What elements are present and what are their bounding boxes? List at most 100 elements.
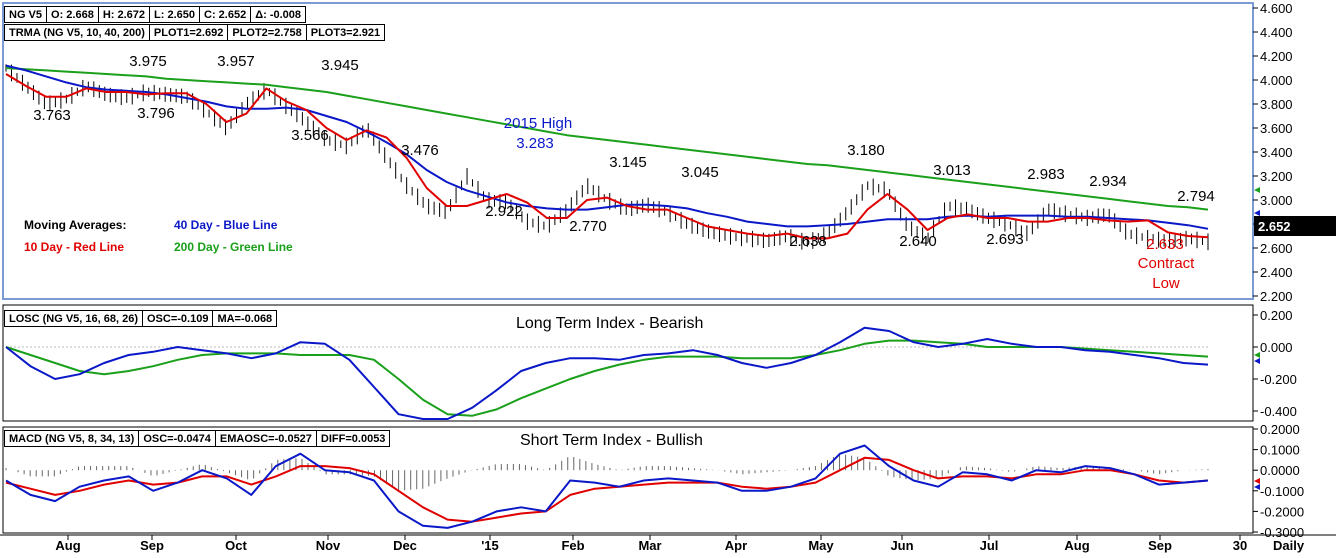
x-tick-label: Nov — [316, 538, 341, 553]
x-tick-label: Dec — [393, 538, 417, 553]
price-annotation: 2.934 — [1089, 173, 1127, 190]
red-marker-icon — [1254, 478, 1260, 484]
y-tick-label: 2.400 — [1260, 265, 1293, 280]
ma10-line — [5, 73, 1209, 240]
blue-marker-icon — [1254, 210, 1260, 216]
price-annotation: 2.922 — [485, 203, 523, 220]
y-tick-label: -0.3000 — [1260, 525, 1304, 540]
y-tick-label: 0.000 — [1260, 340, 1293, 355]
y-tick-label: 4.200 — [1260, 49, 1293, 64]
macd-emaosc-value: EMAOSC=-0.0527 — [214, 430, 317, 447]
trma-header: TRMA (NG V5, 10, 40, 200) PLOT1=2.692 PL… — [4, 24, 386, 41]
legend-blue: 40 Day - Blue Line — [174, 218, 278, 232]
blue-marker-icon — [1254, 484, 1260, 490]
x-tick-label: Aug — [1064, 538, 1089, 553]
price-annotation: 3.476 — [401, 142, 439, 159]
macd-header: MACD (NG V5, 8, 34, 13) OSC=-0.0474 EMAO… — [4, 430, 391, 447]
y-tick-label: 0.2000 — [1260, 422, 1300, 437]
losc-ma-value: MA=-0.068 — [212, 310, 278, 327]
price-header: NG V5 O: 2.668 H: 2.672 L: 2.650 C: 2.65… — [4, 6, 307, 23]
losc-osc-value: OSC=-0.109 — [142, 310, 214, 327]
y-tick-label: 3.800 — [1260, 97, 1293, 112]
y-tick-label: 3.200 — [1260, 169, 1293, 184]
y-tick-label: 0.1000 — [1260, 443, 1300, 458]
x-tick-label: Jul — [980, 538, 999, 553]
price-annotation: Contract — [1138, 255, 1196, 272]
price-annotation: Low — [1152, 275, 1180, 292]
y-tick-label: 0.0000 — [1260, 463, 1300, 478]
high-value: H: 2.672 — [97, 6, 151, 23]
price-annotation: 2.770 — [569, 218, 607, 235]
price-annotation: 3.180 — [847, 142, 885, 159]
y-tick-label: -0.2000 — [1260, 504, 1304, 519]
price-annotation: 2.693 — [986, 231, 1024, 248]
price-annotation: 3.763 — [33, 107, 71, 124]
y-tick-label: -0.200 — [1260, 372, 1297, 387]
price-annotation: 3.796 — [137, 105, 175, 122]
ma200-line — [5, 67, 1209, 211]
y-tick-label: 4.000 — [1260, 73, 1293, 88]
y-tick-label: 2.200 — [1260, 289, 1293, 304]
price-annotation: 2.640 — [899, 233, 937, 250]
price-annotation: 3.566 — [291, 127, 329, 144]
plot1-value: PLOT1=2.692 — [148, 24, 229, 41]
losc-osc-line — [5, 326, 1209, 420]
green-marker-icon — [1254, 187, 1260, 193]
x-tick-label: May — [808, 538, 834, 553]
panel-frame-0 — [2, 2, 1254, 300]
macd-osc-value: OSC=-0.0474 — [138, 430, 216, 447]
legend-title: Moving Averages: — [24, 218, 127, 232]
y-tick-label: 3.000 — [1260, 193, 1293, 208]
open-value: O: 2.668 — [46, 6, 99, 23]
price-annotation: 2.633 — [1146, 236, 1184, 253]
plot3-value: PLOT3=2.921 — [305, 24, 386, 41]
price-annotation: 3.975 — [129, 53, 167, 70]
change-value: Δ: -0.008 — [250, 6, 307, 23]
losc-header: LOSC (NG V5, 16, 68, 26) OSC=-0.109 MA=-… — [4, 310, 278, 327]
price-annotation: 3.957 — [217, 53, 255, 70]
x-tick-label: Aug — [55, 538, 80, 553]
x-tick-label: Apr — [725, 538, 747, 553]
legend-green: 200 Day - Green Line — [174, 240, 293, 254]
y-tick-label: 3.400 — [1260, 145, 1293, 160]
price-annotation: 2.794 — [1177, 188, 1215, 205]
x-tick-label: Oct — [225, 538, 247, 553]
x-tick-label: Sep — [1148, 538, 1172, 553]
y-tick-label: 4.600 — [1260, 1, 1293, 16]
losc-ma-line — [5, 339, 1209, 417]
price-annotation: 3.283 — [516, 135, 554, 152]
macd-line — [5, 444, 1209, 529]
trma-study-label: TRMA (NG V5, 10, 40, 200) — [4, 24, 150, 41]
price-annotation: 3.145 — [609, 154, 647, 171]
close-value: C: 2.652 — [199, 6, 252, 23]
plot2-value: PLOT2=2.758 — [227, 24, 307, 41]
y-tick-label: -0.1000 — [1260, 484, 1304, 499]
x-tick-label: Daily — [1273, 538, 1305, 553]
last-price-box — [1254, 216, 1336, 236]
y-tick-label: 2.600 — [1260, 241, 1293, 256]
losc-study-label: LOSC (NG V5, 16, 68, 26) — [4, 310, 143, 327]
y-tick-label: 4.400 — [1260, 25, 1293, 40]
y-tick-label: -0.400 — [1260, 404, 1297, 419]
x-tick-label: '15 — [481, 538, 499, 553]
x-tick-label: Sep — [140, 538, 164, 553]
macd-ema-line — [5, 456, 1209, 523]
x-tick-label: Mar — [638, 538, 661, 553]
macd-study-label: MACD (NG V5, 8, 34, 13) — [4, 430, 140, 447]
ma40-line — [5, 64, 1209, 230]
x-tick-label: Feb — [561, 538, 584, 553]
price-annotation: 2.983 — [1027, 166, 1065, 183]
price-annotation: 2015 High — [504, 115, 572, 132]
macd-title: Short Term Index - Bullish — [520, 432, 703, 449]
symbol-label: NG V5 — [4, 6, 48, 23]
y-tick-label: 0.200 — [1260, 308, 1293, 323]
losc-title: Long Term Index - Bearish — [516, 315, 704, 332]
x-tick-label: 30 — [1233, 538, 1247, 553]
y-tick-label: 3.600 — [1260, 121, 1293, 136]
price-annotation: 3.013 — [933, 162, 971, 179]
blue-marker-icon — [1254, 358, 1260, 364]
low-value: L: 2.650 — [149, 6, 200, 23]
price-annotation: 3.945 — [321, 57, 359, 74]
last-price-label: 2.652 — [1258, 219, 1291, 234]
